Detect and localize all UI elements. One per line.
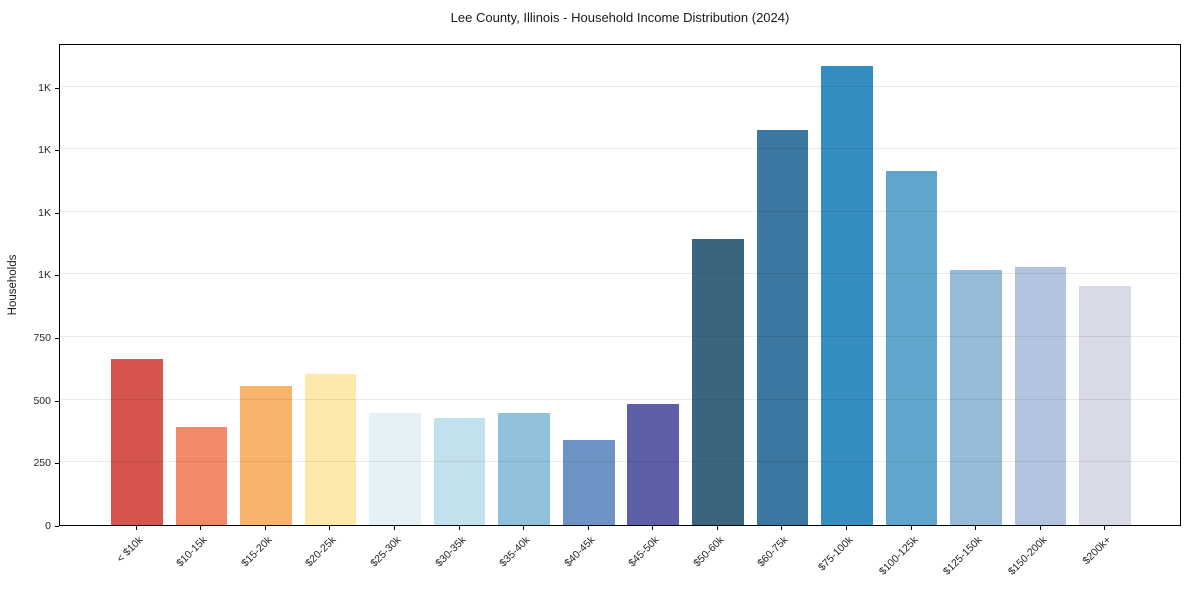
x-tick-label: $20-25k [303,534,339,570]
y-tick-mark [55,87,59,89]
x-tick-mark [458,526,460,530]
x-tick-mark [652,526,654,530]
y-tick-mark [55,212,59,214]
x-tick-label: $150-200k [1005,534,1050,578]
bar-10k [111,359,163,525]
bar-45-50k [627,404,680,525]
bar-50-60k [692,238,744,525]
y-tick-label: 750 [33,332,51,345]
x-tick-label: $75-100k [815,534,856,574]
x-tick-mark [394,526,396,530]
y-tick-label: 0 [45,520,51,532]
x-tick-mark [781,526,783,530]
x-tick-label: $15-20k [239,534,275,570]
y-tick-label: 1K [38,144,51,157]
x-tick-mark [264,526,266,530]
x-tick-label: $30-35k [432,534,469,570]
x-tick-label: $125-150k [940,534,985,578]
y-tick-mark [55,526,59,527]
y-tick-label: 1K [38,81,51,94]
y-tick-mark [55,275,59,277]
gridline [60,85,1180,87]
x-tick-label: $40-45k [561,534,598,570]
bar-60-75k [756,130,809,525]
x-tick-mark [200,526,202,530]
x-tick-mark [975,526,977,530]
x-tick-mark [135,526,137,530]
bar-25-30k [369,412,421,525]
gridline [60,461,1180,463]
y-tick-label: 500 [33,394,51,407]
bar-150-200k [1014,266,1067,525]
gridline [60,336,1180,338]
bar-15-20k [240,386,292,525]
x-tick-mark [587,526,589,530]
x-tick-label: $10-15k [174,534,210,570]
chart-title: Lee County, Illinois - Household Income … [450,10,790,25]
bar-200k [1079,286,1131,525]
bar-10-15k [175,427,228,525]
gridline [60,210,1180,212]
bar-20-25k [304,373,357,525]
gridline [60,273,1180,275]
bar-100-125k [885,171,938,525]
x-tick-label: $60-75k [755,534,791,570]
bar-35-40k [498,412,550,525]
gridline [60,398,1180,400]
x-tick-mark [845,526,847,530]
y-tick-mark [55,400,59,402]
bar-125-150k [950,270,1002,525]
x-tick-label: $35-40k [497,534,533,570]
y-tick-mark [55,150,59,152]
x-tick-mark [716,526,718,530]
x-tick-mark [523,526,525,530]
x-tick-label: $45-50k [626,534,662,570]
y-tick-label: 1K [38,206,51,219]
x-tick-label: < $10k [114,534,146,565]
bar-30-35k [433,417,486,525]
bar-40-45k [562,440,615,525]
y-tick-label: 1K [38,269,51,282]
x-tick-mark [1039,526,1041,530]
x-tick-label: $50-60k [690,534,727,570]
gridline [60,148,1180,150]
x-tick-mark [1104,526,1106,530]
x-tick-label: $100-125k [876,534,920,578]
x-tick-mark [910,526,912,530]
x-tick-label: $200k+ [1080,534,1114,568]
y-tick-label: 250 [33,457,51,470]
y-axis-label: Households [7,254,19,316]
x-tick-mark [329,526,331,530]
x-tick-label: $25-30k [368,534,404,570]
y-tick-mark [55,338,59,340]
bar-75-100k [821,66,873,525]
y-tick-mark [55,463,59,465]
plot-area [59,44,1181,526]
